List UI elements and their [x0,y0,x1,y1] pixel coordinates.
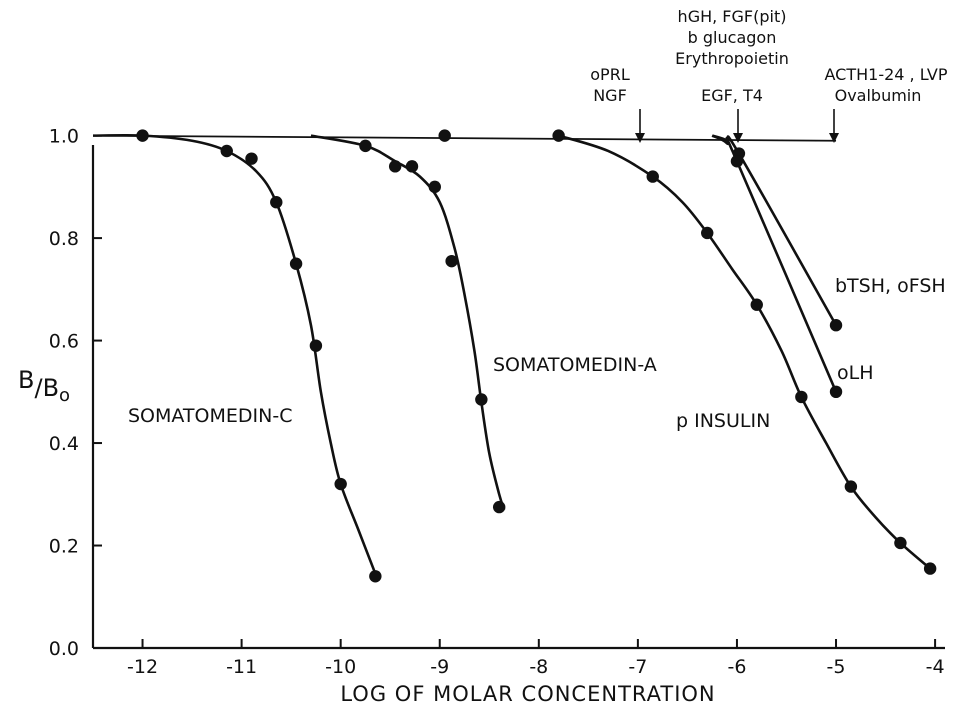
data-point [492,500,506,514]
y-axis-title: B/Bo [18,366,70,406]
annotation-line: b glucagon [688,28,777,47]
series-curve-2 [558,134,931,570]
x-tick-label: -4 [926,656,945,678]
series-curve-3 [711,134,838,326]
series-curve-1 [310,134,506,511]
data-point [730,155,744,168]
data-point [369,570,382,583]
data-point [220,144,233,158]
series-label-btsh-ofsh: bTSH, oFSH [835,275,946,297]
data-point [359,139,372,153]
series-points [136,129,937,583]
data-point [428,180,441,194]
data-point [829,319,843,332]
y-tick-label: 0.0 [49,638,79,660]
series-labels: SOMATOMEDIN-C SOMATOMEDIN-A p INSULIN bT… [128,275,946,432]
annotation-line: oPRL [590,65,630,84]
annotation-line: EGF, T4 [701,86,763,105]
y-axis-title-sep: / [34,374,43,402]
data-point [405,160,419,173]
annotation-hgh-group: hGH, FGF(pit) b glucagon Erythropoietin … [675,7,789,143]
x-tick-label: -6 [727,656,746,678]
x-axis-title: LOG OF MOLAR CONCENTRATION [340,682,715,706]
reference-line [92,134,837,142]
x-tick-label: -9 [430,656,449,678]
data-point [844,480,858,493]
data-point [445,254,458,268]
x-tick-label: -12 [127,656,158,678]
annotation-acth-group: ACTH1-24 , LVP Ovalbumin [825,65,948,143]
arrowhead-icon [829,133,839,143]
data-point [923,562,937,575]
annotations: oPRL NGF hGH, FGF(pit) b glucagon Erythr… [590,7,948,143]
data-point [795,390,808,404]
series-label-olh: oLH [837,362,874,384]
x-tick-label: -5 [827,656,846,678]
y-axis-title-main: B [18,366,34,394]
x-tick-label: -7 [628,656,647,678]
data-point [334,477,347,491]
y-tick-label: 0.4 [49,433,79,455]
svg-text:B/Bo: B/Bo [18,366,70,406]
data-point [894,536,907,550]
x-ticks: -12 -11 -10 -9 -8 -7 -6 -5 -4 [127,639,945,678]
axes [91,145,945,650]
data-point [475,393,488,406]
data-point [270,196,283,209]
x-tick-label: -8 [529,656,548,678]
data-point [309,339,323,352]
data-point [829,385,843,399]
y-tick-label: 0.8 [49,228,79,250]
arrowhead-icon [733,133,743,143]
annotation-line: ACTH1-24 , LVP [825,65,948,84]
arrowhead-icon [635,133,645,143]
data-point [750,298,763,311]
annotation-line: NGF [593,86,627,105]
series-label-p-insulin: p INSULIN [676,410,770,432]
y-axis-title-sub-index: o [59,385,70,406]
data-point [438,129,451,142]
annotation-line: Erythropoietin [675,49,789,68]
series-curve-0 [92,133,377,575]
x-tick-label: -10 [325,656,356,678]
data-point [245,152,258,165]
y-tick-label: 1.0 [49,126,79,148]
data-point [552,129,565,142]
annotation-line: Ovalbumin [835,86,922,105]
annotation-oprl-ngf: oPRL NGF [590,65,645,143]
series-curve-4 [711,134,838,393]
data-point [701,226,714,240]
data-point [136,129,149,142]
annotation-line: hGH, FGF(pit) [678,7,787,26]
data-point [289,257,303,270]
data-point [388,160,402,173]
series-label-somatomedin-c: SOMATOMEDIN-C [128,405,292,427]
y-tick-label: 0.6 [49,331,79,353]
y-ticks: 0.0 0.2 0.4 0.6 0.8 1.0 [49,126,102,660]
y-tick-label: 0.2 [49,536,79,558]
data-point [646,170,659,183]
x-tick-label: -11 [226,656,257,678]
y-axis-title-sub: B [43,374,59,402]
series-label-somatomedin-a: SOMATOMEDIN-A [493,354,657,376]
